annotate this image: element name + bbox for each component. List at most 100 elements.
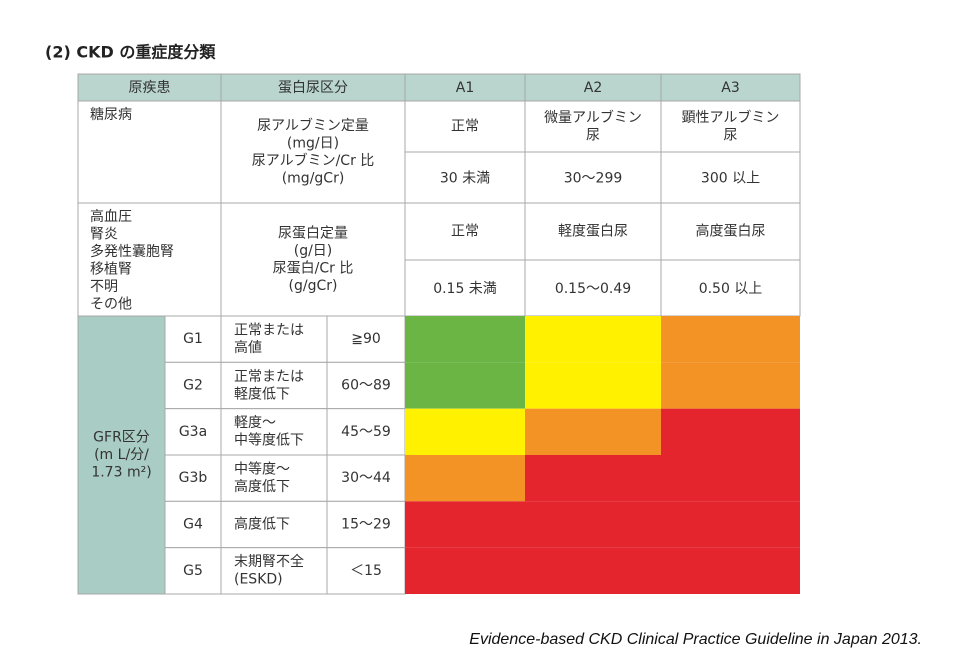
disease-name: その他: [90, 297, 132, 313]
stage-range-cell: [326, 361, 406, 410]
stage-range-cell: [326, 408, 406, 456]
level-cell: [404, 100, 526, 153]
level-text: 尿: [724, 127, 738, 143]
risk-cell: [525, 455, 661, 502]
header-cell: [220, 73, 406, 102]
risk-cell: [405, 362, 525, 409]
disease-cell: [77, 100, 222, 204]
risk-cell: [525, 316, 661, 363]
range-cell: [524, 259, 662, 317]
stage-desc-cell: [220, 361, 328, 410]
header-text: A3: [721, 80, 739, 96]
gfr-label: GFR区分: [93, 430, 150, 446]
gfr-label-cell: [77, 315, 166, 595]
stage-desc: 中等度低下: [234, 432, 304, 449]
stage-desc: (ESKD): [234, 572, 283, 588]
level-cell: [660, 202, 801, 261]
range-cell: [660, 259, 801, 317]
level-cell: [660, 100, 801, 153]
level-text: 顕性アルブミン: [682, 109, 780, 126]
page-title: (2) CKD の重症度分類: [45, 43, 216, 62]
risk-cell: [525, 362, 661, 409]
measure-text: 尿蛋白/Cr 比: [273, 260, 354, 276]
stage-desc: 正常または: [234, 369, 304, 385]
stage-range-cell: [326, 547, 406, 595]
measure-text: 尿蛋白定量: [278, 225, 348, 241]
stage-text: G3b: [179, 470, 208, 486]
risk-cell: [405, 408, 525, 455]
stage-text: G3a: [179, 424, 207, 440]
stage-text: G5: [183, 563, 203, 579]
risk-cell: [405, 547, 525, 594]
disease-name: 不明: [90, 279, 118, 295]
level-text: 高度蛋白尿: [696, 223, 766, 240]
range-text: 0.50 以上: [699, 281, 763, 297]
stage-range: 45〜59: [341, 424, 391, 440]
range-cell: [404, 259, 526, 317]
disease-name: 多発性囊胞腎: [90, 243, 174, 260]
stage-range: ≧90: [351, 331, 381, 347]
stage-desc: 高度低下: [234, 516, 290, 533]
stage-cell: [164, 315, 222, 363]
risk-cell: [525, 408, 661, 455]
gfr-label: (m L/分/: [94, 447, 149, 463]
stage-range: 30〜44: [341, 470, 391, 486]
disease-name: 腎炎: [90, 227, 118, 243]
range-text: 0.15〜0.49: [555, 281, 631, 297]
level-text: 尿: [586, 127, 600, 143]
stage-range-cell: [326, 315, 406, 363]
stage-range: 60〜89: [341, 378, 391, 394]
disease-name: 高血圧: [90, 208, 132, 225]
header-cell: [77, 73, 222, 102]
risk-cell: [661, 501, 800, 548]
risk-cell: [661, 547, 800, 594]
header-text: A2: [584, 80, 602, 96]
disease-name: 糖尿病: [90, 107, 132, 123]
stage-desc: 軽度低下: [234, 386, 290, 402]
stage-desc: 正常または: [234, 322, 304, 338]
measure-text: (g/日): [294, 243, 333, 259]
range-cell: [660, 151, 801, 204]
measure-text: 尿アルブミン/Cr 比: [252, 152, 375, 169]
stage-text: G2: [183, 378, 203, 394]
measure-text: (g/gCr): [289, 278, 338, 294]
range-text: 300 以上: [701, 171, 760, 187]
range-text: 30〜299: [564, 171, 623, 187]
stage-text: G4: [183, 517, 203, 533]
level-text: 正常: [451, 119, 479, 135]
stage-desc: 高値: [234, 339, 262, 356]
source-note: Evidence-based CKD Clinical Practice Gui…: [469, 631, 922, 648]
disease-name: 移植腎: [90, 262, 132, 278]
header-text: A1: [456, 80, 474, 96]
stage-desc-cell: [220, 500, 328, 549]
level-cell: [524, 100, 662, 153]
risk-cell: [405, 455, 525, 502]
disease-cell: [77, 202, 222, 317]
risk-cell: [661, 316, 800, 363]
range-text: 0.15 未満: [433, 281, 497, 297]
stage-desc: 末期腎不全: [234, 553, 304, 570]
measure-text: (mg/gCr): [282, 170, 345, 186]
level-cell: [404, 202, 526, 261]
gfr-label: 1.73 m²): [91, 465, 151, 481]
risk-cell: [405, 501, 525, 548]
stage-desc: 中等度〜: [234, 460, 290, 477]
header-text: 蛋白尿区分: [278, 80, 348, 96]
stage-desc: 高度低下: [234, 478, 290, 495]
measure-cell: [220, 202, 406, 317]
stage-cell: [164, 547, 222, 595]
stage-desc: 軽度〜: [234, 415, 276, 431]
risk-cell: [661, 362, 800, 409]
measure-text: 尿アルブミン定量: [257, 117, 369, 134]
risk-cell: [525, 501, 661, 548]
stage-desc-cell: [220, 547, 328, 595]
range-text: 30 未満: [440, 171, 490, 187]
level-text: 軽度蛋白尿: [558, 224, 628, 240]
risk-cell: [661, 455, 800, 502]
level-cell: [524, 202, 662, 261]
stage-range: ＜15: [350, 563, 382, 579]
header-text: 原疾患: [129, 80, 171, 96]
stage-text: G1: [183, 331, 203, 347]
measure-text: (mg/日): [287, 135, 339, 151]
